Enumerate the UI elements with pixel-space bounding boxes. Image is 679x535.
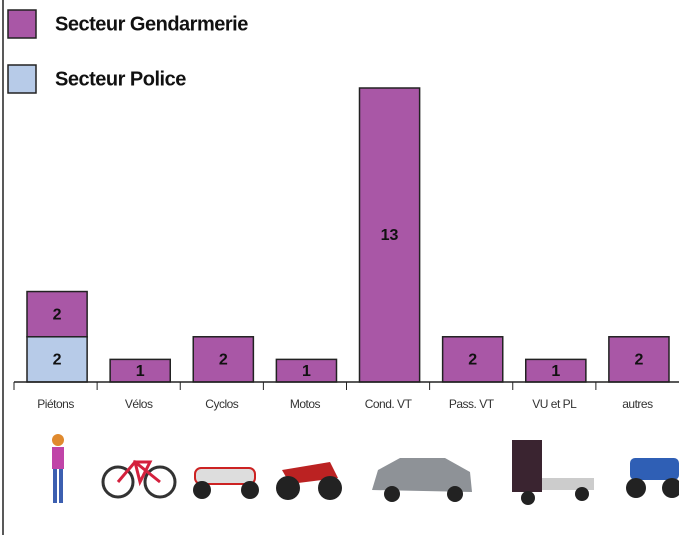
data-label: 1	[302, 363, 311, 380]
legend-swatch	[7, 9, 37, 39]
bar-segment	[192, 336, 255, 383]
quad-icon	[626, 458, 679, 498]
scooter-icon	[193, 467, 259, 499]
data-label: 1	[551, 363, 560, 380]
bar-segment	[441, 336, 504, 383]
data-label: 2	[468, 352, 477, 369]
data-label: 2	[53, 306, 62, 323]
data-label: 2	[53, 352, 62, 369]
motorbike-icon	[276, 462, 342, 500]
x-tick-label: Piétons	[37, 397, 74, 411]
x-tick-label: VU et PL	[532, 397, 577, 411]
bar-segment	[26, 290, 88, 338]
data-label: 1	[136, 363, 145, 380]
legend-swatch	[7, 64, 37, 94]
bar-segment	[26, 336, 88, 383]
bike-icon	[101, 459, 177, 499]
x-tick-label: Cond. VT	[365, 397, 413, 411]
data-label: 2	[634, 352, 643, 369]
pedestrian-icon	[52, 434, 64, 503]
x-tick-label: Motos	[290, 397, 321, 411]
data-label: 2	[219, 352, 228, 369]
legend-label: Secteur Gendarmerie	[55, 13, 248, 35]
data-label: 13	[381, 227, 399, 244]
x-tick-label: Pass. VT	[449, 397, 495, 411]
x-tick-label: autres	[622, 397, 653, 411]
legend-label: Secteur Police	[55, 68, 186, 90]
car-icon	[372, 458, 472, 502]
truck-icon	[512, 440, 594, 505]
bar-segment	[608, 336, 670, 383]
icons	[52, 434, 679, 505]
bar-segment	[358, 87, 421, 383]
x-tick-label: Vélos	[125, 397, 153, 411]
x-tick-label: Cyclos	[205, 397, 239, 411]
